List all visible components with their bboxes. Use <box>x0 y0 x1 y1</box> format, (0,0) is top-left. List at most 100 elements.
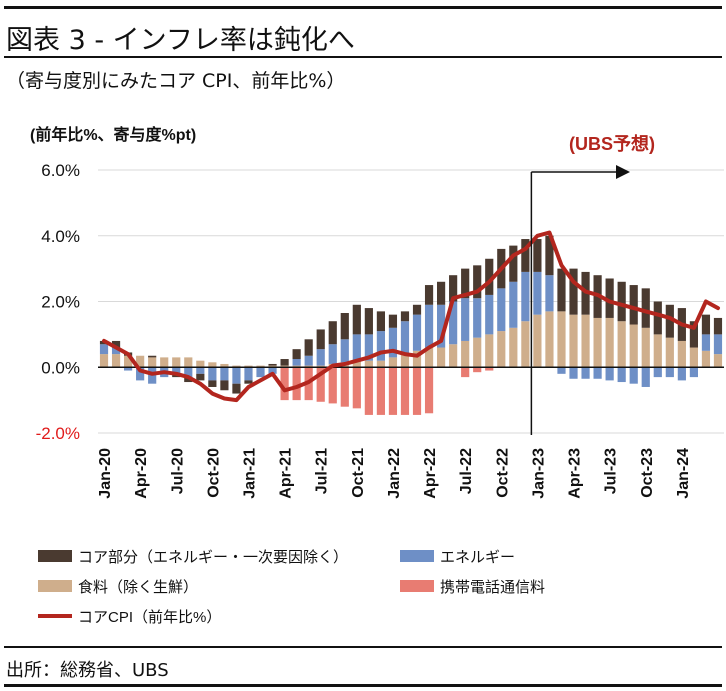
bar-energy <box>545 275 554 312</box>
bar-core <box>629 285 638 325</box>
x-tick-label: Oct-20 <box>205 448 222 498</box>
x-tick-label: Apr-20 <box>133 448 150 499</box>
bar-core <box>605 278 614 318</box>
bar-core <box>461 268 470 299</box>
bar-mobile <box>376 367 385 415</box>
bar-energy <box>99 344 109 355</box>
x-tick-label: Jan-24 <box>675 448 692 499</box>
x-tick-label: Jan-22 <box>386 448 403 499</box>
bar-mobile <box>388 367 398 415</box>
y-tick-label: 0.0% <box>41 358 80 377</box>
bar-core <box>376 311 385 332</box>
bar-food <box>617 321 626 368</box>
bar-core <box>316 329 325 350</box>
bar-food <box>208 362 217 368</box>
bar-energy <box>521 271 530 322</box>
core-cpi-line <box>102 230 720 403</box>
bar-food <box>124 355 133 368</box>
bar-core <box>400 311 410 322</box>
bar-food <box>701 350 711 368</box>
forecast-label: (UBS予想) <box>569 133 655 154</box>
bar-energy <box>208 367 217 381</box>
bar-food <box>461 340 470 368</box>
y-axis: 6.0% 4.0% 2.0% 0.0% -2.0% <box>36 161 80 443</box>
bar-core <box>689 321 698 348</box>
x-tick-label: Jul-20 <box>169 448 186 494</box>
bar-food <box>220 363 229 368</box>
bar-energy <box>256 367 265 378</box>
bar-core <box>533 239 542 272</box>
bar-core <box>412 304 422 315</box>
bar-core <box>328 321 337 345</box>
bar-core <box>148 355 157 358</box>
bar-food <box>509 327 518 368</box>
bar-energy <box>268 367 277 374</box>
bar-food <box>196 360 205 368</box>
bar-energy <box>184 367 193 378</box>
bar-core <box>292 349 301 360</box>
bar-core <box>244 380 253 384</box>
bar-food <box>99 354 109 368</box>
bar-energy <box>328 344 337 364</box>
bar-food <box>244 365 253 368</box>
legend-swatch <box>38 550 72 562</box>
forecast-marker: (UBS予想) <box>530 133 655 435</box>
x-tick-label: Oct-23 <box>639 448 656 498</box>
bar-food <box>557 311 566 368</box>
bar-food <box>533 314 542 368</box>
bar-mobile <box>280 367 289 401</box>
cpi-contribution-chart: 6.0% 4.0% 2.0% 0.0% -2.0% (UBS予想) Jan-20 Apr-… <box>30 125 724 626</box>
bar-mobile <box>316 367 325 402</box>
bar-core <box>196 373 205 381</box>
bar-food <box>364 360 373 368</box>
bar-mobile <box>364 367 373 415</box>
bar-energy <box>352 334 361 361</box>
legend-label: エネルギー <box>440 549 515 566</box>
source-note: 出所：総務省、UBS <box>6 660 169 681</box>
bar-mobile <box>292 367 301 401</box>
bar-core <box>280 359 289 366</box>
bar-food <box>388 357 398 368</box>
source-rule <box>4 646 722 648</box>
bar-food <box>581 314 590 368</box>
core-cpi-polyline <box>102 230 720 403</box>
legend-label: 携帯電話通信料 <box>440 579 545 596</box>
bar-energy <box>497 288 506 332</box>
bar-core <box>304 339 313 356</box>
bar-food <box>172 357 181 368</box>
bar-mobile <box>352 367 361 409</box>
bar-food <box>653 334 662 368</box>
bar-food <box>268 365 277 368</box>
bar-food <box>400 354 410 368</box>
bar-energy <box>244 367 253 381</box>
bar-energy <box>412 314 422 351</box>
bar-energy <box>509 281 518 328</box>
bar-core <box>701 314 711 335</box>
bar-food <box>304 365 313 368</box>
page-title: 図表 3 - インフレ率は鈍化へ <box>6 25 355 56</box>
x-tick-label: Oct-21 <box>350 448 367 498</box>
bar-mobile <box>424 367 434 414</box>
bar-food <box>232 365 241 368</box>
bar-core <box>485 258 494 295</box>
bar-food <box>677 340 686 368</box>
bar-energy <box>340 339 349 363</box>
bar-food <box>569 314 578 368</box>
x-tick-label: Jan-23 <box>530 448 547 499</box>
bar-energy <box>557 367 566 374</box>
bar-food <box>148 357 157 368</box>
bar-energy <box>196 367 205 374</box>
unit-label: (前年比%、寄与度%pt) <box>30 125 196 144</box>
bar-energy <box>437 304 446 348</box>
bar-energy <box>172 367 181 374</box>
bar-energy <box>689 367 698 378</box>
bar-energy <box>569 367 578 379</box>
bar-mobile <box>461 367 470 378</box>
legend-label: コアCPI（前年比%） <box>78 609 221 626</box>
bar-energy <box>581 367 590 379</box>
bar-mobile <box>412 367 422 415</box>
bar-energy <box>641 367 650 387</box>
bar-core <box>111 340 121 348</box>
bar-mobile <box>400 367 410 415</box>
x-tick-label: Apr-22 <box>422 448 439 499</box>
